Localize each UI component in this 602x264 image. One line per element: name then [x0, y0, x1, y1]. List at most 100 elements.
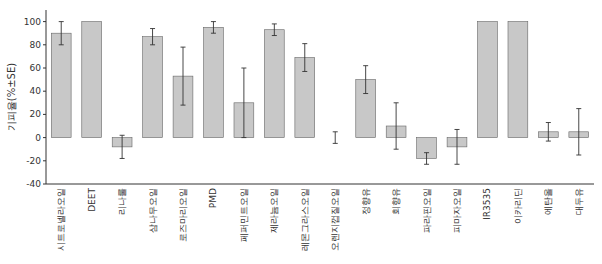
- error-cap: [150, 44, 155, 45]
- error-cap: [546, 122, 551, 123]
- error-bar: [576, 109, 581, 155]
- error-line: [304, 44, 305, 72]
- error-cap: [333, 131, 338, 132]
- y-tick: [43, 137, 46, 138]
- bar: [143, 37, 163, 138]
- error-cap: [241, 137, 246, 138]
- error-cap: [424, 152, 429, 153]
- error-line: [243, 68, 244, 138]
- error-cap: [211, 21, 216, 22]
- error-cap: [241, 68, 246, 69]
- y-tick-label: 100: [24, 17, 41, 27]
- error-cap: [302, 71, 307, 72]
- error-line: [548, 123, 549, 142]
- error-bar: [120, 135, 125, 158]
- y-tick: [43, 21, 46, 22]
- bar: [204, 27, 224, 137]
- error-cap: [272, 35, 277, 36]
- error-cap: [576, 155, 581, 156]
- error-bar: [424, 153, 429, 165]
- x-tick-label: 이카리딘: [513, 188, 523, 224]
- x-tick-label: 피마자오일: [452, 188, 462, 233]
- error-cap: [455, 164, 460, 165]
- x-axis-line: [46, 184, 594, 185]
- error-line: [335, 132, 336, 144]
- y-tick-label: 20: [30, 109, 42, 119]
- error-cap: [394, 102, 399, 103]
- chart-container: -40-20020406080100시트로넬라오일DEET리나룰삼나무오일로즈마…: [0, 0, 602, 264]
- error-cap: [272, 23, 277, 24]
- y-tick: [43, 44, 46, 45]
- error-line: [61, 22, 62, 45]
- error-line: [365, 66, 366, 94]
- axes: -40-20020406080100시트로넬라오일DEET리나룰삼나무오일로즈마…: [24, 10, 594, 251]
- error-cap: [150, 28, 155, 29]
- error-line: [396, 103, 397, 149]
- error-cap: [181, 105, 186, 106]
- error-cap: [302, 43, 307, 44]
- error-line: [274, 24, 275, 36]
- error-cap: [424, 164, 429, 165]
- x-tick-label: 회향유: [391, 188, 401, 215]
- error-line: [152, 29, 153, 45]
- error-cap: [363, 65, 368, 66]
- y-tick: [43, 114, 46, 115]
- error-bar: [150, 29, 155, 45]
- x-tick-label: 제라늄오일: [269, 188, 279, 233]
- error-cap: [576, 108, 581, 109]
- bar: [82, 22, 102, 138]
- error-cap: [181, 47, 186, 48]
- error-line: [183, 47, 184, 105]
- error-bar: [241, 68, 246, 138]
- page: {"chart_data": {"type": "bar", "categori…: [0, 0, 602, 264]
- x-tick-label: DEET: [87, 188, 97, 212]
- error-bar: [181, 47, 186, 105]
- bar: [51, 33, 71, 137]
- error-cap: [394, 149, 399, 150]
- error-cap: [120, 135, 125, 136]
- error-bar: [333, 132, 338, 144]
- x-tick-label: IR3535: [482, 188, 492, 220]
- x-tick-label: 로즈마리오일: [178, 188, 188, 242]
- y-tick-label: -40: [26, 179, 41, 189]
- error-cap: [363, 93, 368, 94]
- y-tick-label: -20: [26, 156, 41, 166]
- error-line: [122, 135, 123, 158]
- error-line: [578, 109, 579, 155]
- x-tick-label: 리나룰: [117, 188, 127, 215]
- error-cap: [546, 141, 551, 142]
- error-line: [213, 22, 214, 34]
- y-tick-label: 0: [35, 133, 41, 143]
- y-tick-label: 60: [30, 63, 42, 73]
- x-tick-label: 대두유: [574, 188, 584, 215]
- y-tick-label: 80: [30, 40, 42, 50]
- error-bar: [363, 66, 368, 94]
- error-bar: [546, 123, 551, 142]
- y-tick: [43, 184, 46, 185]
- error-bar: [59, 22, 64, 45]
- error-bar: [272, 24, 277, 36]
- y-tick-label: 40: [30, 86, 42, 96]
- error-bar: [302, 44, 307, 72]
- x-tick-label: 정향유: [361, 188, 371, 215]
- error-cap: [211, 33, 216, 34]
- error-cap: [59, 21, 64, 22]
- error-cap: [455, 129, 460, 130]
- error-cap: [59, 44, 64, 45]
- y-axis-line: [46, 10, 47, 184]
- bar: [478, 22, 498, 138]
- error-cap: [120, 158, 125, 159]
- chart-svg: -40-20020406080100시트로넬라오일DEET리나룰삼나무오일로즈마…: [0, 0, 602, 264]
- bar: [264, 30, 284, 138]
- y-tick: [43, 68, 46, 69]
- y-tick: [43, 91, 46, 92]
- x-tick-label: 에탄올: [543, 188, 553, 215]
- bar: [508, 22, 528, 138]
- x-tick-label: 파라핀오일: [422, 188, 432, 233]
- error-line: [426, 153, 427, 165]
- x-tick-label: 페퍼민트오일: [239, 188, 249, 242]
- x-tick-label: PMD: [208, 188, 218, 208]
- y-tick: [43, 160, 46, 161]
- marks: [51, 22, 588, 165]
- error-cap: [333, 143, 338, 144]
